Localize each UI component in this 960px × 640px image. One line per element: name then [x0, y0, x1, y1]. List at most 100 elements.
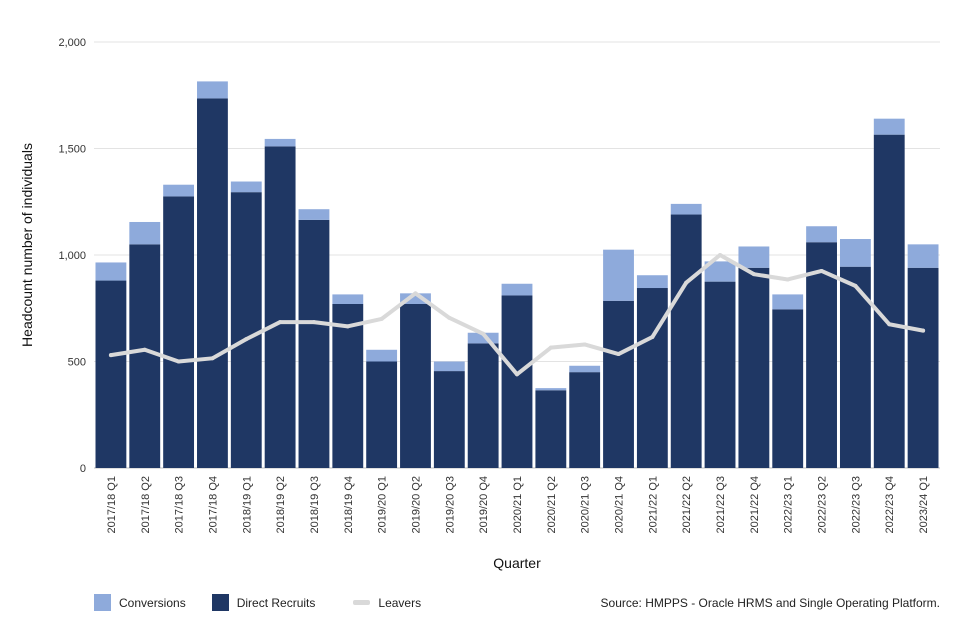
- leavers-point[interactable]: [616, 352, 621, 357]
- y-tick-label: 1,500: [58, 144, 86, 156]
- leavers-point[interactable]: [548, 345, 553, 350]
- bar-direct-recruits[interactable]: [636, 288, 668, 468]
- leavers-swatch: [353, 600, 371, 605]
- bar-direct-recruits[interactable]: [603, 300, 634, 468]
- leavers-point[interactable]: [481, 331, 486, 336]
- bar-direct-recruits[interactable]: [433, 371, 465, 468]
- x-tick-label: 2020/21 Q4: [614, 476, 626, 534]
- leavers-point[interactable]: [311, 320, 316, 325]
- bar-conversions[interactable]: [806, 226, 837, 243]
- bar-direct-recruits[interactable]: [535, 390, 567, 468]
- bar-conversions[interactable]: [772, 294, 804, 310]
- bar-conversions[interactable]: [603, 249, 634, 301]
- legend-item-conversions[interactable]: Conversions: [94, 594, 186, 611]
- bar-direct-recruits[interactable]: [873, 134, 905, 468]
- y-tick-label: 0: [80, 463, 86, 475]
- bar-direct-recruits[interactable]: [569, 372, 601, 468]
- x-tick-label: 2019/20 Q3: [444, 476, 456, 534]
- leavers-point[interactable]: [853, 283, 858, 288]
- leavers-point[interactable]: [515, 372, 519, 377]
- bar-conversions[interactable]: [670, 203, 702, 215]
- x-tick-label: 2021/22 Q4: [749, 476, 761, 534]
- bar-conversions[interactable]: [163, 184, 195, 197]
- bar-conversions[interactable]: [95, 262, 127, 281]
- bar-conversions[interactable]: [332, 294, 364, 304]
- leavers-point[interactable]: [921, 328, 926, 333]
- bar-direct-recruits[interactable]: [907, 267, 939, 468]
- y-tick-label: 2,000: [58, 37, 86, 49]
- bar-conversions[interactable]: [298, 209, 330, 220]
- bar-conversions[interactable]: [230, 181, 262, 193]
- bar-conversions[interactable]: [569, 365, 601, 373]
- x-tick-label: 2017/18 Q1: [106, 476, 118, 534]
- x-tick-label: 2017/18 Q3: [174, 476, 186, 534]
- x-tick-label: 2018/19 Q3: [309, 476, 321, 534]
- leavers-point[interactable]: [210, 356, 215, 361]
- legend-item-direct-recruits[interactable]: Direct Recruits: [211, 594, 315, 611]
- legend-label-conversions: Conversions: [119, 595, 186, 610]
- leavers-point[interactable]: [345, 324, 350, 329]
- x-tick-label: 2019/20 Q4: [478, 476, 490, 533]
- bar-conversions[interactable]: [535, 388, 567, 391]
- bar-direct-recruits[interactable]: [467, 343, 499, 468]
- bar-direct-recruits[interactable]: [163, 196, 195, 469]
- source-note: Source: HMPPS - Oracle HRMS and Single O…: [600, 596, 940, 610]
- bar-conversions[interactable]: [636, 275, 668, 289]
- bar-conversions[interactable]: [366, 349, 398, 362]
- leavers-point[interactable]: [650, 335, 655, 340]
- legend-label-leavers: Leavers: [378, 595, 422, 610]
- leavers-point[interactable]: [684, 280, 689, 285]
- bar-direct-recruits[interactable]: [129, 244, 161, 468]
- leavers-point[interactable]: [785, 277, 790, 282]
- bar-conversions[interactable]: [197, 81, 228, 99]
- legend-item-leavers[interactable]: Leavers: [353, 596, 421, 610]
- x-tick-label: 2022/23 Q3: [850, 476, 862, 534]
- bar-direct-recruits[interactable]: [772, 309, 804, 468]
- bar-direct-recruits[interactable]: [400, 303, 431, 468]
- bar-direct-recruits[interactable]: [197, 98, 228, 468]
- x-axis-ticks: 2017/18 Q1 2017/18 Q2 2017/18 Q3 2017/18 Q4…: [106, 476, 930, 534]
- x-tick-label: 2023/24 Q1: [918, 476, 930, 534]
- bar-direct-recruits[interactable]: [738, 267, 770, 468]
- leavers-point[interactable]: [582, 342, 587, 347]
- bar-direct-recruits[interactable]: [298, 219, 330, 468]
- leavers-point[interactable]: [718, 253, 723, 257]
- bar-conversions[interactable]: [129, 221, 161, 245]
- bar-conversions[interactable]: [264, 138, 296, 147]
- leavers-line-group: [108, 253, 926, 377]
- leavers-point[interactable]: [244, 337, 249, 342]
- leavers-point[interactable]: [819, 268, 824, 273]
- leavers-point[interactable]: [413, 291, 418, 296]
- x-tick-label: 2021/22 Q2: [681, 476, 693, 534]
- bar-direct-recruits[interactable]: [704, 281, 736, 468]
- bar-direct-recruits[interactable]: [95, 280, 127, 468]
- x-tick-label: 2019/20 Q1: [377, 476, 389, 534]
- leavers-point[interactable]: [108, 353, 113, 358]
- bar-direct-recruits[interactable]: [264, 146, 296, 468]
- leavers-point[interactable]: [176, 359, 181, 364]
- bar-direct-recruits[interactable]: [806, 242, 837, 468]
- leavers-point[interactable]: [142, 347, 147, 352]
- bar-conversions[interactable]: [873, 118, 905, 135]
- bar-conversions[interactable]: [467, 332, 499, 344]
- leavers-point[interactable]: [751, 272, 756, 277]
- bar-direct-recruits[interactable]: [670, 214, 702, 468]
- x-tick-label: 2020/21 Q1: [512, 476, 524, 534]
- leavers-point[interactable]: [447, 315, 452, 320]
- x-tick-label: 2020/21 Q3: [580, 476, 592, 534]
- bar-conversions[interactable]: [839, 239, 871, 267]
- bars: [95, 81, 939, 469]
- bar-conversions[interactable]: [501, 283, 533, 296]
- bar-conversions[interactable]: [433, 361, 465, 372]
- leavers-point[interactable]: [887, 322, 892, 327]
- bar-conversions[interactable]: [704, 261, 736, 282]
- bar-conversions[interactable]: [400, 293, 431, 304]
- bar-conversions[interactable]: [907, 244, 939, 268]
- bar-direct-recruits[interactable]: [366, 361, 398, 469]
- bar-direct-recruits[interactable]: [332, 303, 364, 468]
- leavers-point[interactable]: [278, 320, 283, 325]
- leavers-point[interactable]: [379, 316, 384, 321]
- bar-direct-recruits[interactable]: [501, 295, 533, 468]
- bar-conversions[interactable]: [738, 246, 770, 268]
- bar-direct-recruits[interactable]: [230, 192, 262, 469]
